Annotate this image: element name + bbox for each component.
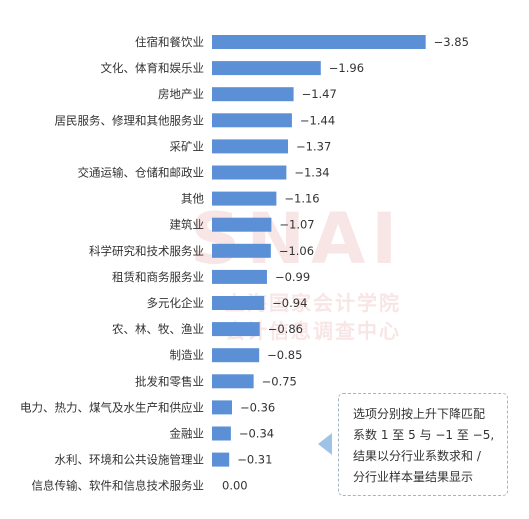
value-label: −0.75 [262,374,297,388]
bar [212,87,294,102]
note-line-2: 系数 1 至 5 与 −1 至 −5, [353,428,495,442]
bar [212,35,426,49]
bar [212,61,321,76]
bar [212,165,287,180]
category-label: 文化、体育和娱乐业 [101,61,205,75]
value-label: −1.37 [296,139,331,153]
category-label: 科学研究和技术服务业 [89,244,204,258]
value-label: −0.86 [268,322,303,336]
category-label: 租赁和商务服务业 [112,270,204,284]
value-label: −1.34 [294,166,329,180]
category-label: 水利、环境和公共设施管理业 [55,453,205,467]
category-label: 交通运输、仓储和邮政业 [78,166,205,180]
note-line-3: 结果以分行业系数求和 / [353,449,481,463]
bar [212,296,265,310]
value-label: −3.85 [434,35,469,49]
value-label: −1.96 [329,61,364,75]
bar [212,322,260,337]
bar [212,400,232,415]
category-label: 制造业 [170,348,205,362]
bar [212,139,289,154]
category-label: 建筑业 [170,218,205,232]
bar [212,426,231,441]
bar [212,217,272,232]
category-label: 住宿和餐饮业 [135,35,204,49]
category-label: 多元化企业 [147,296,205,310]
note-box: 选项分别按上升下降匹配 系数 1 至 5 与 −1 至 −5, 结果以分行业系数… [338,393,508,496]
value-label: −1.16 [284,192,319,206]
category-label: 居民服务、修理和其他服务业 [55,113,205,127]
value-label: −0.31 [237,453,272,467]
category-label: 电力、热力、煤气及水生产和供应业 [20,400,204,414]
bar [212,348,260,363]
bar [212,374,254,389]
category-label: 采矿业 [170,139,205,153]
note-line-1: 选项分别按上升下降匹配 [353,407,486,421]
value-label: −0.36 [240,400,275,414]
value-label: −1.06 [279,244,314,258]
bar [212,269,267,284]
bar [212,452,230,467]
value-label: 0.00 [222,479,248,493]
value-label: −1.44 [300,113,335,127]
value-label: −1.07 [279,218,314,232]
category-label: 信息传输、软件和信息技术服务业 [32,479,205,493]
category-label: 房地产业 [158,87,204,101]
value-label: −0.85 [267,348,302,362]
value-label: −0.34 [239,427,274,441]
value-label: −0.99 [275,270,310,284]
bar [212,113,292,128]
value-label: −1.47 [302,87,337,101]
category-label: 其他 [181,192,204,206]
category-label: 金融业 [170,427,205,441]
bar [212,243,271,258]
value-label: −0.94 [272,296,307,310]
category-label: 批发和零售业 [135,374,204,388]
bar [212,191,277,206]
note-pointer [318,433,332,455]
category-label: 农、林、牧、渔业 [112,322,204,336]
note-line-4: 分行业样本量结果显示 [353,470,474,484]
